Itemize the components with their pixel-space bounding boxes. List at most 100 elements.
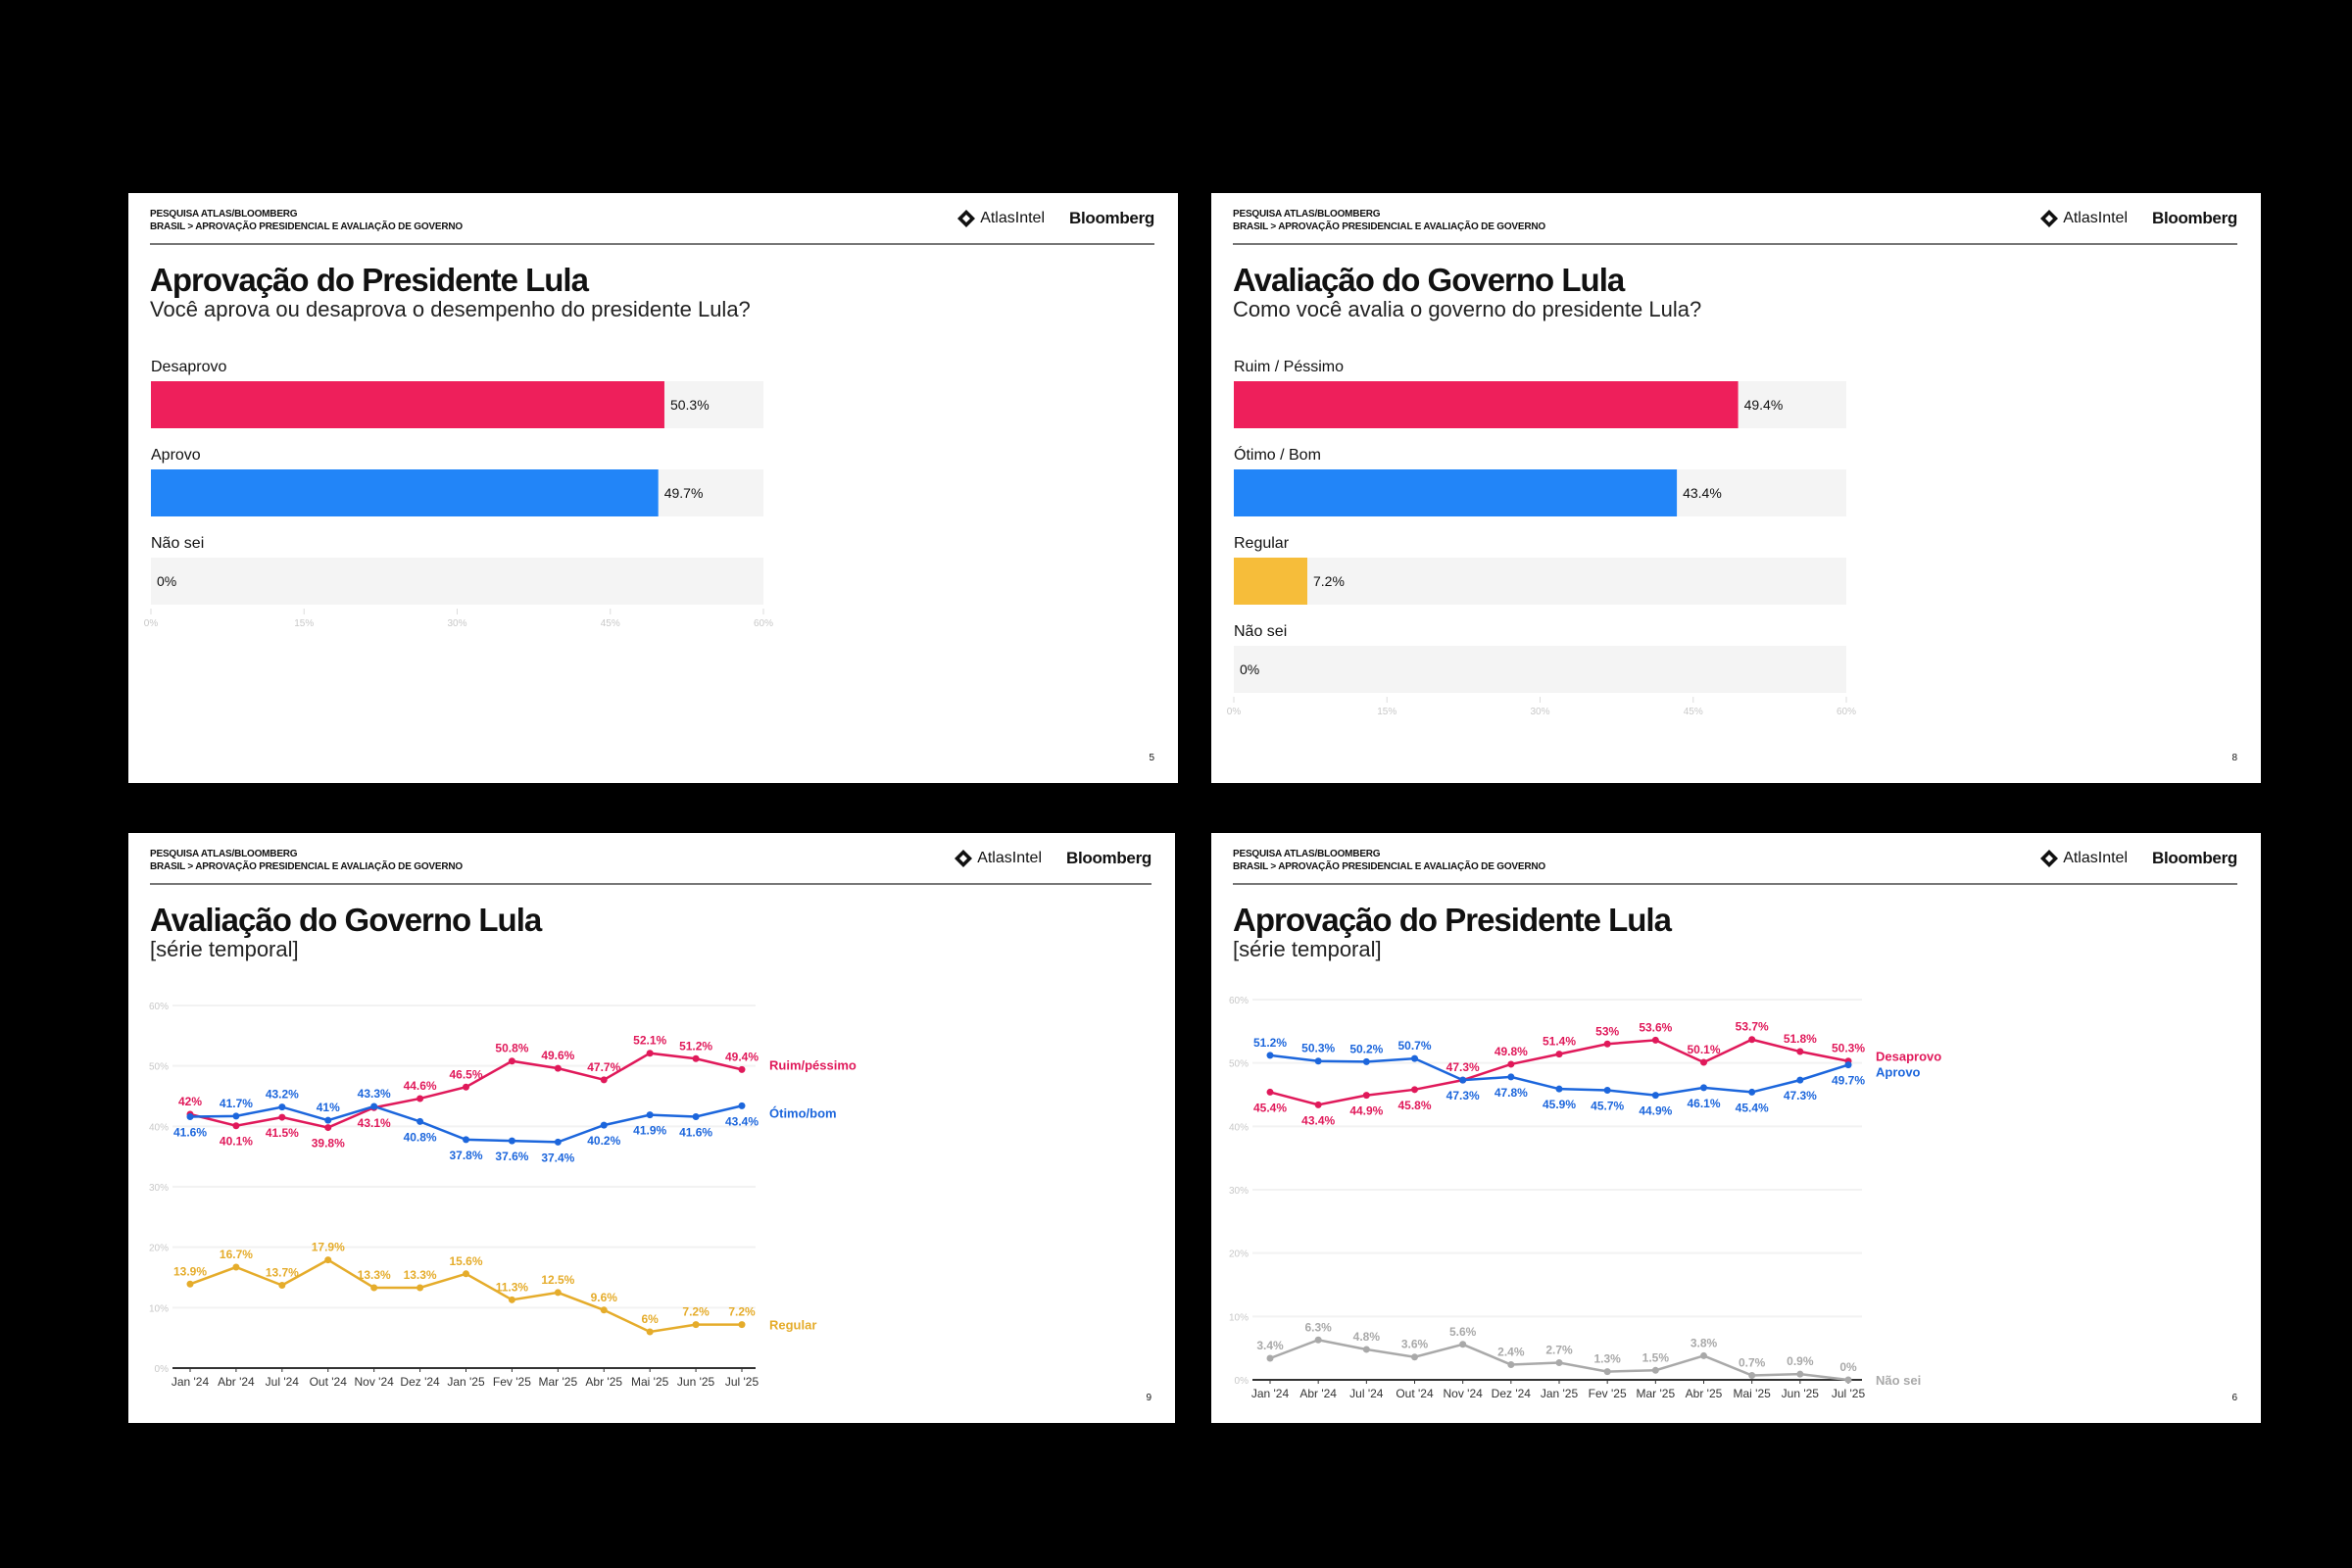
series-name-label: Não sei (1876, 1373, 1921, 1388)
data-label: 16.7% (220, 1248, 253, 1261)
data-point (232, 1263, 240, 1271)
data-label: 49.7% (1832, 1074, 1865, 1088)
data-label: 1.3% (1593, 1352, 1621, 1366)
data-label: 41% (317, 1101, 340, 1114)
data-point (554, 1064, 562, 1072)
data-label: 45.4% (1736, 1101, 1769, 1114)
data-label: 13.3% (358, 1268, 391, 1282)
data-label: 44.6% (404, 1079, 437, 1093)
atlasintel-logo-text: AtlasIntel (2063, 850, 2128, 866)
data-point (692, 1054, 700, 1062)
atlasintel-logo-text: AtlasIntel (977, 850, 1042, 866)
data-label: 43.2% (266, 1088, 299, 1102)
data-point (416, 1095, 424, 1102)
bar-value-label: 43.4% (1683, 485, 1722, 501)
axis-tick-label: 15% (1377, 707, 1396, 717)
data-point (1314, 1101, 1322, 1108)
data-label: 9.6% (591, 1291, 618, 1304)
data-point (1603, 1086, 1611, 1094)
data-point (324, 1124, 332, 1132)
slide-title: Avaliação do Governo Lula (150, 902, 542, 938)
data-label: 0.9% (1787, 1354, 1814, 1368)
data-point (600, 1121, 608, 1129)
data-label: 43.4% (725, 1114, 759, 1128)
data-point (416, 1284, 424, 1292)
data-label: 43.3% (358, 1087, 391, 1101)
data-label: 43.4% (1301, 1113, 1335, 1127)
x-tick-label: Abr '24 (1299, 1387, 1337, 1400)
data-point (278, 1113, 286, 1121)
axis-tick-label: 0% (144, 618, 159, 629)
axis-tick-label: 60% (754, 618, 773, 629)
x-tick-label: Out '24 (1396, 1387, 1434, 1400)
data-point (1796, 1370, 1804, 1378)
data-label: 13.7% (266, 1266, 299, 1280)
slide-evaluation-timeseries: PESQUISA ATLAS/BLOOMBERG BRASIL > APROVA… (128, 833, 1175, 1423)
page-number: 5 (1149, 753, 1154, 763)
data-label: 37.8% (449, 1149, 482, 1162)
data-label: 39.8% (312, 1137, 345, 1151)
data-point (278, 1103, 286, 1111)
y-tick-label: 50% (1229, 1059, 1249, 1070)
slide-approval-bars: PESQUISA ATLAS/BLOOMBERG BRASIL > APROVA… (128, 193, 1178, 783)
data-label: 50.7% (1397, 1039, 1431, 1053)
data-point (1411, 1353, 1418, 1361)
data-point (1651, 1036, 1659, 1044)
axis-tick-label: 60% (1837, 707, 1856, 717)
bar-value-label: 7.2% (1313, 573, 1345, 589)
x-tick-label: Nov '24 (1444, 1387, 1484, 1400)
x-tick-label: Jul '25 (1832, 1387, 1866, 1400)
data-point (1844, 1061, 1852, 1069)
slide-subtitle: [série temporal] (150, 937, 299, 961)
data-label: 3.8% (1690, 1336, 1718, 1349)
x-tick-label: Dez '24 (400, 1375, 440, 1389)
series-name-label: Aprovo (1876, 1065, 1921, 1080)
data-point (370, 1102, 378, 1110)
axis-tick-label: 0% (1227, 707, 1242, 717)
atlasintel-logo: AtlasIntel (2039, 209, 2128, 228)
header-divider (1233, 243, 2237, 245)
bloomberg-logo: Bloomberg (1065, 849, 1152, 867)
slide-title: Aprovação do Presidente Lula (150, 262, 589, 298)
data-point (1555, 1085, 1563, 1093)
data-point (463, 1083, 469, 1091)
breadcrumb: BRASIL > APROVAÇÃO PRESIDENCIAL E AVALIA… (1233, 861, 1545, 872)
survey-label: PESQUISA ATLAS/BLOOMBERG (150, 209, 298, 220)
data-point (646, 1050, 654, 1057)
diamond-icon (955, 850, 973, 867)
atlasintel-logo-text: AtlasIntel (2063, 210, 2128, 226)
data-point (1314, 1336, 1322, 1344)
header-divider (150, 243, 1154, 245)
data-label: 44.9% (1349, 1104, 1383, 1118)
bar-value-label: 50.3% (670, 397, 710, 413)
data-label: 7.2% (728, 1305, 756, 1319)
data-point (508, 1137, 515, 1145)
data-point (232, 1122, 240, 1130)
atlasintel-logo-text: AtlasIntel (980, 210, 1045, 226)
x-tick-label: Mar '25 (539, 1375, 578, 1389)
data-point (692, 1321, 700, 1329)
data-label: 7.2% (682, 1305, 710, 1319)
page-number: 6 (2231, 1393, 2237, 1403)
x-tick-label: Abr '24 (218, 1375, 255, 1389)
data-label: 50.8% (495, 1042, 528, 1055)
slide-evaluation-bars: PESQUISA ATLAS/BLOOMBERG BRASIL > APROVA… (1211, 193, 2261, 783)
data-point (1362, 1346, 1370, 1353)
data-point (1651, 1366, 1659, 1374)
data-point (416, 1117, 424, 1125)
data-point (692, 1112, 700, 1120)
bar-category-label: Não sei (151, 535, 204, 552)
data-label: 13.9% (173, 1264, 207, 1278)
x-tick-label: Dez '24 (1492, 1387, 1532, 1400)
chart: Desaprovo 50.3% Aprovo 49.7% Não sei 0% 0% 15% 3… (144, 359, 773, 629)
bar (1234, 469, 1678, 516)
slide-subtitle: Como você avalia o governo do presidente… (1233, 297, 1702, 321)
data-label: 47.3% (1446, 1089, 1480, 1102)
data-point (1362, 1092, 1370, 1100)
y-tick-label: 40% (149, 1122, 169, 1133)
data-point (554, 1138, 562, 1146)
data-point (508, 1296, 515, 1303)
bloomberg-logo: Bloomberg (1068, 209, 1154, 227)
breadcrumb: BRASIL > APROVAÇÃO PRESIDENCIAL E AVALIA… (150, 221, 463, 232)
data-point (370, 1284, 378, 1292)
